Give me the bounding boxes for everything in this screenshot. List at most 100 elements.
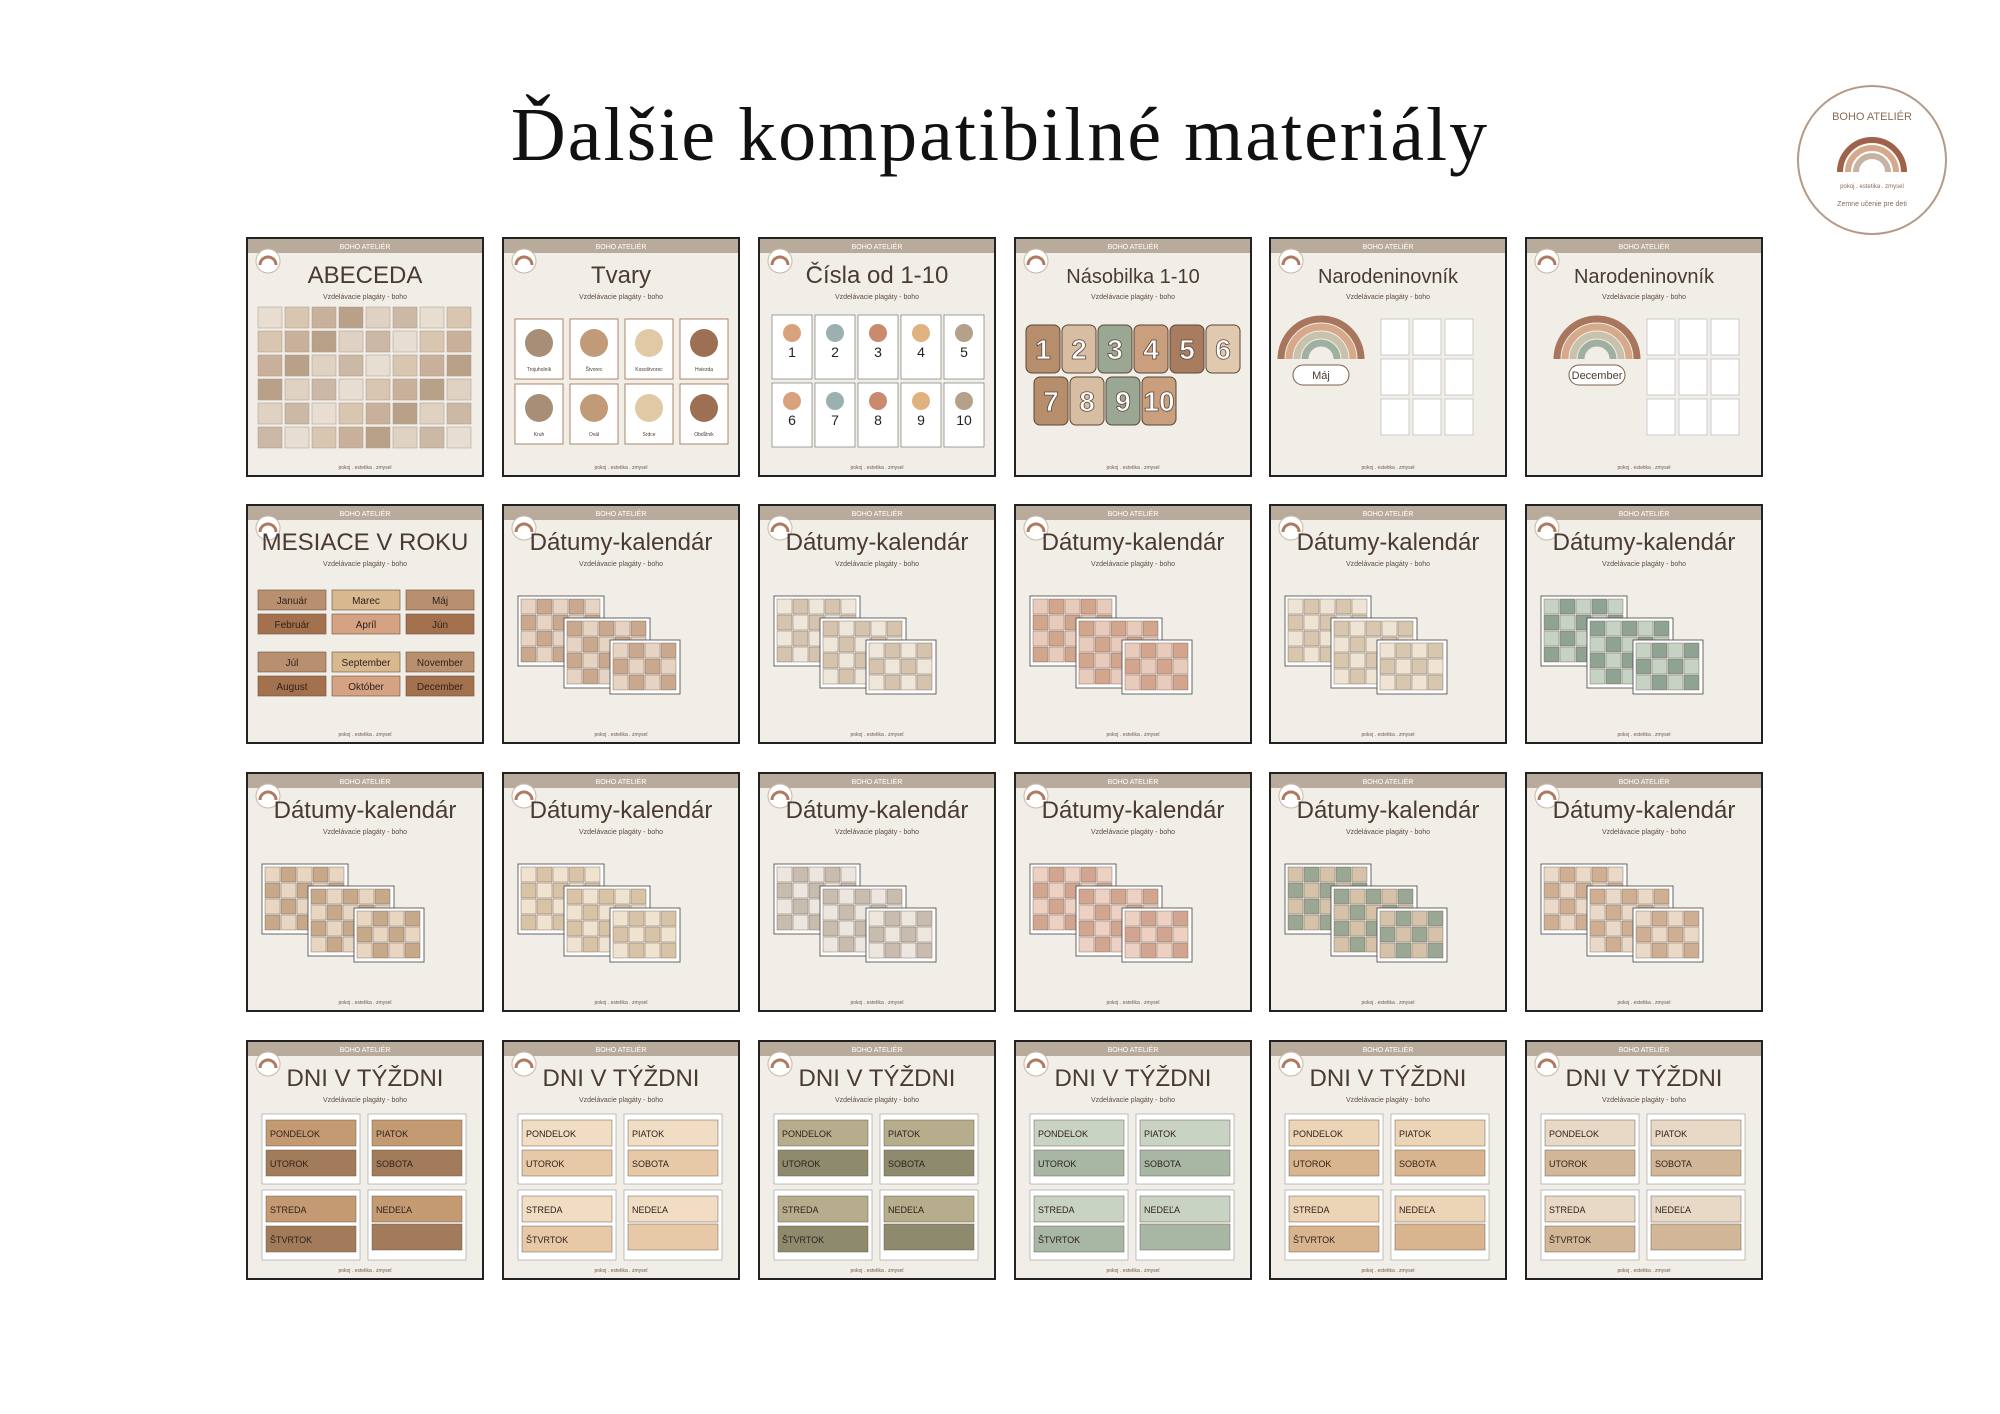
product-card[interactable]: BOHO ATELIÉR Čísla od 1-10 Vzdelávacie pla… bbox=[758, 237, 996, 477]
calendar-cell bbox=[838, 888, 855, 905]
day-bar bbox=[1288, 1225, 1380, 1253]
calendar-cell bbox=[1140, 658, 1157, 675]
month-tag bbox=[1292, 364, 1350, 386]
calendar-cell bbox=[916, 674, 933, 691]
card-subtitle: Vzdelávacie plagáty - boho bbox=[1091, 561, 1175, 568]
card-logo-arc bbox=[1026, 1058, 1046, 1069]
card-logo bbox=[1534, 783, 1560, 809]
day-bar bbox=[1650, 1195, 1742, 1223]
product-card[interactable]: BOHO ATELIÉR Dátumy-kalendár Vzdelávacie p… bbox=[1525, 772, 1763, 1012]
calendar-cell bbox=[582, 620, 599, 637]
product-card[interactable]: BOHO ATELIÉR Dátumy-kalendár Vzdelávacie p… bbox=[1269, 772, 1507, 1012]
letter-tile bbox=[365, 378, 391, 401]
calendar-cell bbox=[1543, 646, 1560, 663]
product-card[interactable]: BOHO ATELIÉR DNI V TÝŽDNI Vzdelávacie plag… bbox=[1525, 1040, 1763, 1280]
calendar-cell bbox=[884, 910, 901, 927]
calendar-cell bbox=[1094, 936, 1111, 953]
card-band bbox=[1016, 506, 1250, 520]
calendar-cell bbox=[1096, 598, 1113, 615]
calendar-cell bbox=[612, 674, 629, 691]
calendar-cell bbox=[612, 910, 629, 927]
month-label: Marec bbox=[352, 596, 380, 607]
calendar-cell bbox=[536, 882, 553, 899]
month-label: November bbox=[417, 658, 464, 669]
calendar-cell bbox=[1559, 630, 1576, 647]
calendar-cell bbox=[1287, 598, 1304, 615]
product-card[interactable]: BOHO ATELIÉR Dátumy-kalendár Vzdelávacie p… bbox=[246, 772, 484, 1012]
product-card[interactable]: BOHO ATELIÉR Dátumy-kalendár Vzdelávacie p… bbox=[502, 504, 740, 744]
product-card[interactable]: BOHO ATELIÉR Tvary Vzdelávacie plagáty - b… bbox=[502, 237, 740, 477]
card-band bbox=[504, 239, 738, 253]
calendar-cell bbox=[566, 888, 583, 905]
calendar-cell bbox=[1078, 888, 1095, 905]
product-card[interactable]: BOHO ATELIÉR ABECEDA Vzdelávacie plagáty -… bbox=[246, 237, 484, 477]
page-title: Ďalšie kompatibilné materiály bbox=[510, 93, 1490, 177]
calendar-cell bbox=[264, 866, 281, 883]
letter-tile bbox=[419, 426, 445, 449]
calendar-cell bbox=[1589, 920, 1606, 937]
calendar-cell bbox=[1395, 926, 1412, 943]
calendar-cell bbox=[1349, 920, 1366, 937]
product-card[interactable]: BOHO ATELIÉR Dátumy-kalendár Vzdelávacie p… bbox=[758, 772, 996, 1012]
product-card[interactable]: BOHO ATELIÉR Dátumy-kalendár Vzdelávacie p… bbox=[1525, 504, 1763, 744]
card-logo-arc bbox=[258, 522, 278, 533]
product-card[interactable]: BOHO ATELIÉR DNI V TÝŽDNI Vzdelávacie plag… bbox=[246, 1040, 484, 1280]
calendar-cell bbox=[1651, 674, 1668, 691]
card-brand: BOHO ATELIÉR bbox=[1363, 242, 1414, 251]
product-card[interactable]: BOHO ATELIÉR Dátumy-kalendár Vzdelávacie p… bbox=[1014, 504, 1252, 744]
card-subtitle: Vzdelávacie plagáty - boho bbox=[1346, 561, 1430, 568]
calendar-cell bbox=[296, 866, 313, 883]
product-card[interactable]: BOHO ATELIÉR Narodeninovník Vzdelávacie pl… bbox=[1269, 237, 1507, 477]
calendar-cell bbox=[886, 888, 903, 905]
calendar-cell bbox=[1287, 646, 1304, 663]
card-logo-arc bbox=[1281, 522, 1301, 533]
card-subtitle: Vzdelávacie plagáty - boho bbox=[1091, 1097, 1175, 1104]
card-band bbox=[1016, 239, 1250, 253]
calendar-cell bbox=[854, 888, 871, 905]
calendar-cell bbox=[566, 620, 583, 637]
product-card[interactable]: BOHO ATELIÉR DNI V TÝŽDNI Vzdelávacie plag… bbox=[502, 1040, 740, 1280]
product-card[interactable]: BOHO ATELIÉR DNI V TÝŽDNI Vzdelávacie plag… bbox=[1014, 1040, 1252, 1280]
product-card[interactable]: BOHO ATELIÉR Dátumy-kalendár Vzdelávacie p… bbox=[502, 772, 740, 1012]
card-footer: pokoj . estetika . zmysel bbox=[338, 732, 391, 738]
product-card[interactable]: BOHO ATELIÉR Dátumy-kalendár Vzdelávacie p… bbox=[1269, 504, 1507, 744]
day-label: ŠTVRTOK bbox=[782, 1235, 824, 1245]
card-footer: pokoj . estetika . zmysel bbox=[850, 1000, 903, 1006]
calendar-cell bbox=[776, 914, 793, 931]
logo-tagline: pokoj . estetika . zmysel bbox=[1840, 184, 1904, 190]
letter-tile bbox=[284, 426, 310, 449]
product-card[interactable]: BOHO ATELIÉR Násobilka 1-10 Vzdelávacie pl… bbox=[1014, 237, 1252, 477]
calendar-cell bbox=[1379, 910, 1396, 927]
day-label: PONDELOK bbox=[1293, 1129, 1343, 1139]
calendar-cell bbox=[1411, 674, 1428, 691]
card-subtitle: Vzdelávacie plagáty - boho bbox=[579, 829, 663, 836]
product-card[interactable]: BOHO ATELIÉR Dátumy-kalendár Vzdelávacie p… bbox=[758, 504, 996, 744]
number-icon bbox=[869, 324, 887, 342]
day-label: PONDELOK bbox=[1549, 1129, 1599, 1139]
day-label: NEDEĽA bbox=[632, 1205, 668, 1215]
product-card[interactable]: BOHO ATELIÉR Dátumy-kalendár Vzdelávacie p… bbox=[1014, 772, 1252, 1012]
product-card[interactable]: BOHO ATELIÉR DNI V TÝŽDNI Vzdelávacie plag… bbox=[1269, 1040, 1507, 1280]
calendar-cell bbox=[520, 914, 537, 931]
calendar-cell bbox=[536, 598, 553, 615]
card-brand: BOHO ATELIÉR bbox=[1619, 777, 1670, 786]
letter-tile bbox=[392, 330, 418, 353]
product-card[interactable]: BOHO ATELIÉR Narodeninovník Vzdelávacie pl… bbox=[1525, 237, 1763, 477]
letter-tile bbox=[446, 354, 472, 377]
calendar-cell bbox=[326, 936, 343, 953]
calendar-cell bbox=[1140, 642, 1157, 659]
calendar-cell bbox=[356, 926, 373, 943]
calendar-cell bbox=[628, 942, 645, 959]
day-label: PONDELOK bbox=[270, 1129, 320, 1139]
letter-tile bbox=[257, 378, 283, 401]
letter-tile bbox=[338, 378, 364, 401]
calendar-cell bbox=[628, 910, 645, 927]
day-label: STREDA bbox=[782, 1205, 819, 1215]
product-card[interactable]: BOHO ATELIÉR DNI V TÝŽDNI Vzdelávacie plag… bbox=[758, 1040, 996, 1280]
product-card[interactable]: BOHO ATELIÉR MESIACE V ROKU Vzdelávacie pl… bbox=[246, 504, 484, 744]
calendar-cell bbox=[1287, 882, 1304, 899]
month-bar bbox=[257, 651, 327, 673]
calendar-cell bbox=[358, 888, 375, 905]
logo-motto: Zemne učenie pre deti bbox=[1837, 201, 1907, 208]
calendar-cell bbox=[1172, 942, 1189, 959]
